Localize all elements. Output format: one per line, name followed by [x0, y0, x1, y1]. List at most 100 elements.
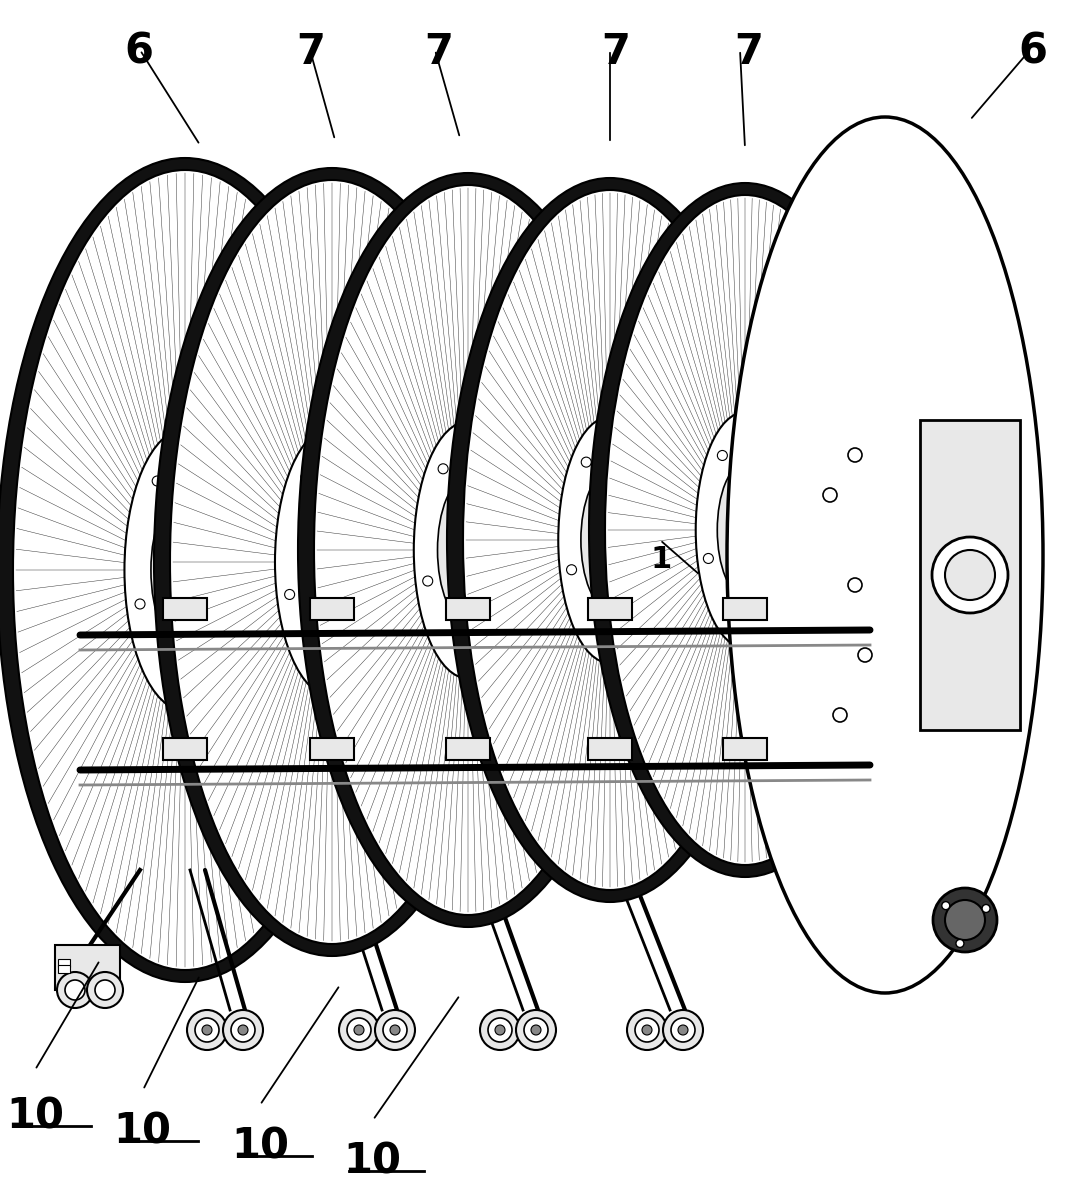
- Circle shape: [823, 488, 837, 502]
- Bar: [588, 738, 632, 760]
- Bar: [920, 420, 1020, 730]
- Circle shape: [945, 550, 995, 600]
- Bar: [163, 738, 207, 760]
- Circle shape: [488, 1019, 513, 1041]
- Circle shape: [480, 1010, 520, 1050]
- Circle shape: [152, 476, 163, 486]
- Ellipse shape: [300, 486, 364, 638]
- Circle shape: [740, 618, 750, 627]
- Circle shape: [285, 590, 294, 600]
- Ellipse shape: [151, 491, 219, 649]
- Text: 7: 7: [734, 31, 764, 72]
- Bar: [446, 738, 490, 760]
- Circle shape: [374, 1010, 415, 1050]
- Circle shape: [301, 472, 310, 482]
- Circle shape: [834, 708, 847, 722]
- Circle shape: [383, 1019, 407, 1041]
- Bar: [446, 598, 490, 620]
- Circle shape: [389, 1025, 400, 1035]
- Ellipse shape: [605, 195, 885, 864]
- Circle shape: [858, 648, 872, 662]
- Circle shape: [566, 565, 577, 574]
- Circle shape: [327, 662, 337, 672]
- Bar: [723, 738, 767, 760]
- Circle shape: [933, 889, 997, 952]
- Circle shape: [982, 904, 990, 913]
- Circle shape: [423, 576, 432, 586]
- Bar: [58, 960, 70, 967]
- Ellipse shape: [124, 429, 245, 710]
- Ellipse shape: [0, 158, 373, 982]
- Circle shape: [339, 1010, 379, 1050]
- Circle shape: [87, 972, 123, 1008]
- Bar: [723, 598, 767, 620]
- Text: 10: 10: [231, 1126, 289, 1167]
- Circle shape: [208, 476, 218, 486]
- Circle shape: [627, 1010, 667, 1050]
- Circle shape: [524, 1019, 548, 1041]
- Text: 6: 6: [124, 31, 154, 72]
- Text: 7: 7: [295, 31, 325, 72]
- Text: 1: 1: [651, 545, 672, 574]
- Ellipse shape: [581, 471, 639, 609]
- Ellipse shape: [154, 169, 510, 956]
- Ellipse shape: [13, 170, 357, 970]
- Bar: [58, 964, 70, 973]
- Circle shape: [516, 1010, 556, 1050]
- Text: 7: 7: [600, 31, 630, 72]
- Text: 10: 10: [343, 1141, 401, 1182]
- Bar: [588, 598, 632, 620]
- Ellipse shape: [717, 464, 773, 596]
- Ellipse shape: [463, 190, 756, 890]
- Circle shape: [180, 675, 190, 685]
- Text: 6: 6: [1018, 31, 1048, 72]
- Circle shape: [932, 537, 1008, 613]
- Circle shape: [671, 1019, 696, 1041]
- Ellipse shape: [588, 183, 901, 877]
- Circle shape: [135, 600, 146, 609]
- Circle shape: [605, 631, 615, 642]
- Circle shape: [202, 1025, 212, 1035]
- Circle shape: [663, 1010, 703, 1050]
- Ellipse shape: [314, 185, 622, 915]
- Circle shape: [488, 464, 498, 474]
- Bar: [163, 598, 207, 620]
- Circle shape: [945, 901, 985, 940]
- Ellipse shape: [414, 421, 522, 679]
- Bar: [310, 598, 354, 620]
- Circle shape: [635, 1019, 659, 1041]
- Circle shape: [531, 1025, 541, 1035]
- Circle shape: [629, 458, 639, 467]
- Circle shape: [95, 980, 114, 1001]
- Circle shape: [642, 1025, 652, 1035]
- Circle shape: [717, 450, 728, 460]
- Text: 10: 10: [113, 1111, 171, 1152]
- Bar: [310, 738, 354, 760]
- Ellipse shape: [170, 181, 494, 944]
- Text: 10: 10: [6, 1096, 64, 1137]
- Circle shape: [463, 645, 473, 655]
- Circle shape: [956, 939, 964, 948]
- Text: 7: 7: [424, 31, 454, 72]
- Ellipse shape: [314, 185, 622, 915]
- Circle shape: [849, 448, 862, 462]
- Ellipse shape: [727, 117, 1043, 993]
- Ellipse shape: [605, 195, 885, 864]
- Ellipse shape: [438, 478, 499, 622]
- Circle shape: [438, 464, 448, 474]
- Circle shape: [495, 1025, 505, 1035]
- Ellipse shape: [463, 190, 756, 890]
- Bar: [55, 945, 120, 990]
- Circle shape: [678, 1025, 688, 1035]
- Ellipse shape: [447, 178, 773, 902]
- Circle shape: [65, 980, 85, 1001]
- Ellipse shape: [299, 173, 638, 927]
- Circle shape: [187, 1010, 227, 1050]
- Circle shape: [353, 472, 363, 482]
- Ellipse shape: [13, 170, 357, 970]
- Ellipse shape: [559, 417, 661, 663]
- Circle shape: [763, 450, 773, 460]
- Circle shape: [195, 1019, 219, 1041]
- Circle shape: [849, 578, 862, 592]
- Circle shape: [703, 554, 714, 563]
